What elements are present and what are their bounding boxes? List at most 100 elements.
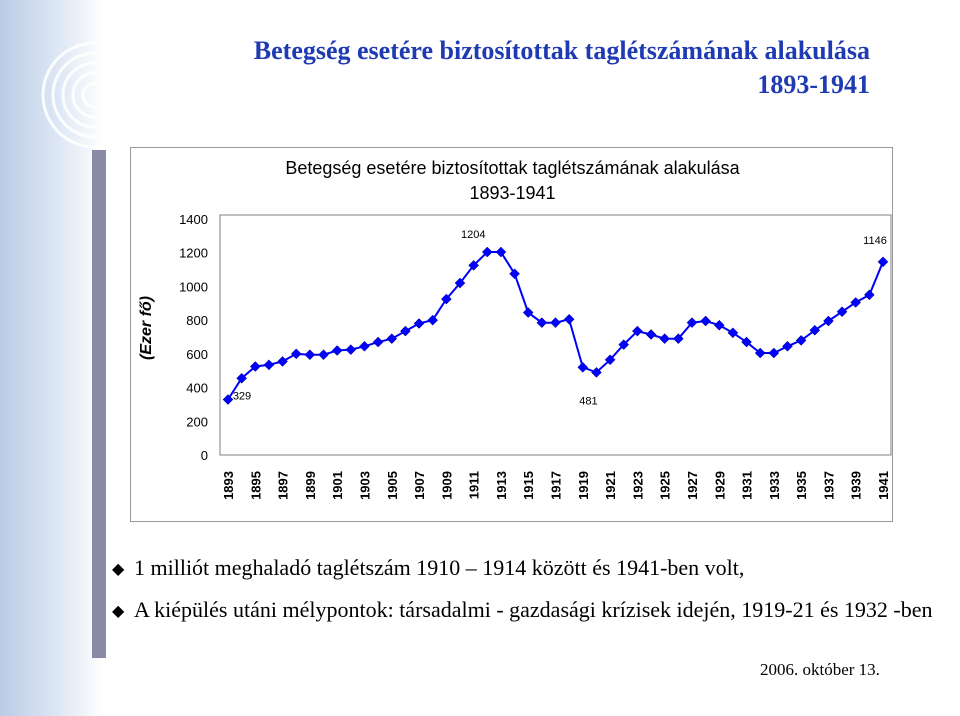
x-tick-label: 1911 [467, 471, 482, 499]
data-point [304, 349, 316, 361]
data-point [345, 344, 357, 355]
data-point [823, 315, 834, 327]
data-point [550, 317, 561, 329]
data-point [795, 335, 807, 346]
x-tick-label: 1935 [794, 471, 809, 500]
data-point [400, 325, 411, 337]
line-chart: 0 200 400 600 800 1000 1200 1400 1893 1895 1897 189… [179, 212, 892, 500]
diamond-bullet-icon: ◆ [112, 603, 125, 620]
data-point [522, 307, 534, 318]
left-accent-bar [92, 150, 106, 658]
x-tick-label: 1901 [330, 471, 345, 500]
data-point [277, 356, 288, 367]
data-point [768, 347, 780, 359]
plot-area [219, 214, 892, 456]
data-point [372, 336, 384, 348]
data-point [741, 336, 752, 348]
y-tick-label: 1000 [179, 279, 208, 294]
y-tick-label: 600 [186, 347, 208, 362]
bullet-text: A kiépülés utáni mélypontok: társadalmi … [134, 597, 933, 622]
y-tick-label: 1400 [179, 212, 208, 227]
slide-date: 2006. október 13. [760, 660, 880, 679]
y-tick-label: 400 [186, 381, 208, 396]
x-tick-label: 1931 [740, 471, 755, 500]
left-gradient-band [0, 0, 105, 716]
data-point [413, 318, 425, 329]
x-tick-label: 1895 [248, 471, 263, 500]
x-tick-label: 1923 [630, 471, 645, 500]
data-label: 329 [233, 391, 251, 403]
bullet-list: ◆ 1 milliót meghaladó taglétszám 1910 – … [112, 553, 952, 637]
y-axis-label: (Ezer fő) [138, 296, 155, 360]
data-point [672, 333, 684, 345]
x-tick-label: 1937 [821, 471, 836, 500]
x-tick-label: 1921 [603, 471, 618, 500]
data-point [809, 324, 821, 336]
x-tick-label: 1933 [767, 471, 782, 500]
data-point [331, 345, 343, 356]
x-tick-label: 1897 [276, 471, 291, 500]
y-tick-label: 800 [186, 313, 208, 328]
chart-title-line2: 1893-1941 [469, 183, 556, 203]
slide-title: Betegség esetére biztosítottak taglétszá… [110, 34, 870, 102]
x-tick-label: 1929 [712, 471, 727, 500]
data-point [618, 339, 630, 350]
bullet-item: ◆ A kiépülés utáni mélypontok: társadalm… [112, 595, 952, 627]
data-point [591, 367, 602, 378]
data-point [659, 333, 671, 345]
data-point [864, 289, 875, 301]
chart-frame: Betegség esetére biztosítottak taglétszá… [130, 147, 893, 522]
data-point [481, 246, 493, 258]
data-label: 1146 [863, 235, 887, 247]
data-point [850, 297, 862, 308]
data-label: 1204 [461, 229, 485, 241]
data-point [495, 246, 507, 258]
chart-title-line1: Betegség esetére biztosítottak taglétszá… [285, 158, 740, 178]
data-point [318, 349, 329, 361]
data-point [686, 317, 698, 329]
x-tick-label: 1913 [494, 471, 509, 500]
data-point [290, 348, 302, 360]
data-point [877, 256, 889, 268]
x-tick-label: 1903 [357, 471, 372, 500]
x-tick-label: 1907 [412, 471, 427, 500]
x-tick-label: 1893 [221, 471, 236, 500]
data-point [427, 314, 439, 326]
bullet-item: ◆ 1 milliót meghaladó taglétszám 1910 – … [112, 553, 952, 585]
spiral-decoration [41, 41, 149, 149]
y-tick-label: 0 [201, 448, 208, 463]
data-point [782, 340, 793, 352]
data-point [700, 315, 711, 327]
x-tick-label: 1909 [439, 471, 454, 500]
data-point [577, 361, 589, 373]
slide-title-line2: 1893-1941 [757, 70, 870, 99]
data-point [468, 260, 479, 271]
y-tick-label: 200 [186, 414, 208, 429]
data-point [440, 293, 452, 305]
data-point [727, 327, 739, 339]
x-tick-label: 1927 [685, 471, 700, 500]
data-point [249, 361, 261, 372]
slide-title-line1: Betegség esetére biztosítottak taglétszá… [253, 36, 870, 65]
data-point [645, 329, 657, 340]
data-point [563, 313, 575, 325]
data-point [236, 372, 247, 384]
x-tick-label: 1915 [521, 471, 536, 500]
data-point [754, 347, 766, 359]
data-point [836, 306, 848, 318]
x-tick-label: 1905 [385, 471, 400, 500]
x-tick-label: 1919 [576, 471, 591, 500]
data-point [359, 340, 370, 352]
data-point [604, 354, 616, 366]
x-tick-label: 1939 [849, 471, 864, 500]
x-tick-label: 1941 [876, 471, 891, 500]
data-point [536, 317, 548, 329]
x-tick-label: 1899 [303, 471, 318, 500]
diamond-bullet-icon: ◆ [112, 561, 125, 578]
data-point [632, 325, 643, 337]
data-point [222, 394, 234, 405]
x-tick-label: 1925 [658, 471, 673, 500]
data-point [509, 268, 520, 280]
data-point [263, 359, 275, 371]
data-point [454, 277, 466, 289]
